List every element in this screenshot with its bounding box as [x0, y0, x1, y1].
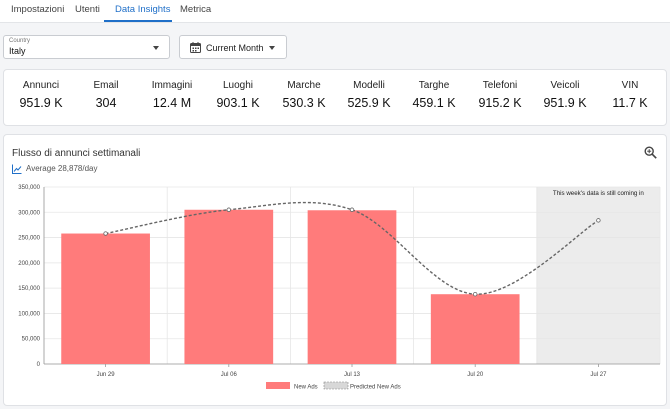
predicted-point: [473, 292, 478, 297]
stat-label: Annunci: [22, 80, 60, 91]
y-tick-label: 100,000: [18, 311, 40, 317]
tab-data-insights[interactable]: Data Insights: [115, 4, 171, 15]
y-tick-label: 300,000: [18, 210, 40, 216]
predicted-point: [226, 207, 231, 212]
stat-telefoni: Telefoni 915.2 K: [469, 80, 531, 110]
tab-impostazioni[interactable]: Impostazioni: [11, 4, 65, 15]
y-tick-label: 350,000: [18, 185, 40, 191]
tab-utenti[interactable]: Utenti: [75, 4, 100, 15]
stat-veicoli: Veicoli 951.9 K: [534, 80, 596, 110]
incomplete-week-area: [536, 187, 660, 364]
stat-label: Telefoni: [482, 80, 518, 91]
stats-summary-card: Annunci 951.9 K Email 304 Immagini 12.4 M L…: [3, 69, 667, 126]
legend-swatch-predicted: [323, 381, 349, 390]
legend-label-predicted: Predicted New Ads: [350, 385, 401, 391]
bar-new-ads: [61, 233, 150, 364]
country-select[interactable]: Country Italy: [3, 35, 170, 59]
stat-value: 12.4 M: [152, 96, 192, 110]
stat-label: VIN: [621, 80, 639, 91]
stat-luoghi: Luoghi 903.1 K: [207, 80, 269, 110]
stat-vin: VIN 11.7 K: [599, 80, 661, 110]
bar-new-ads: [184, 209, 274, 364]
y-tick-label: 0: [37, 362, 41, 368]
weekly-ads-chart-card: Flusso di annunci settimanali Average 28…: [3, 134, 667, 406]
chart-title: Flusso di annunci settimanali: [12, 148, 141, 159]
x-tick-label: Jul 06: [221, 372, 238, 378]
y-tick-label: 50,000: [22, 337, 41, 343]
stat-value: 11.7 K: [612, 96, 648, 110]
stat-label: Marche: [287, 80, 321, 91]
stat-value: 903.1 K: [216, 96, 260, 110]
x-tick-label: Jun 29: [97, 372, 116, 378]
legend-swatch-new-ads: [266, 382, 290, 389]
stat-label: Targhe: [418, 80, 450, 91]
stat-value: 951.9 K: [543, 96, 587, 110]
active-tab-indicator: [104, 20, 172, 22]
legend-label-new-ads: New Ads: [294, 385, 318, 391]
tab-metrica[interactable]: Metrica: [180, 4, 212, 15]
predicted-point: [596, 218, 601, 223]
stat-value: 304: [95, 96, 117, 110]
stat-immagini: Immagini 12.4 M: [141, 80, 203, 110]
stat-value: 459.1 K: [412, 96, 456, 110]
zoom-in-icon[interactable]: [644, 146, 657, 159]
calendar-icon: [190, 42, 201, 53]
stat-value: 530.3 K: [282, 96, 326, 110]
stat-value: 951.9 K: [19, 96, 63, 110]
stat-label: Immagini: [151, 80, 193, 91]
y-tick-label: 200,000: [18, 261, 40, 267]
chart-average-subtitle: Average 28,878/day: [26, 164, 98, 173]
chevron-down-icon: [269, 46, 275, 50]
bar-new-ads: [307, 210, 397, 364]
stat-targhe: Targhe 459.1 K: [403, 80, 465, 110]
x-tick-label: Jul 20: [467, 372, 484, 378]
stat-label: Modelli: [353, 80, 385, 91]
incomplete-week-note: This week's data is still coming in: [553, 190, 644, 197]
stat-email: Email 304: [75, 80, 137, 110]
predicted-point: [349, 207, 355, 212]
weekly-ads-bar-chart: 0 50,000 100,000 150,000 200,000 250,000 300,0…: [18, 185, 661, 391]
stat-modelli: Modelli 525.9 K: [338, 80, 400, 110]
period-select-button[interactable]: Current Month: [179, 35, 287, 59]
bar-new-ads: [430, 294, 520, 364]
stat-marche: Marche 530.3 K: [273, 80, 335, 110]
stat-label: Veicoli: [550, 80, 580, 91]
country-value: Italy: [9, 46, 26, 56]
x-tick-label: Jul 13: [344, 372, 361, 378]
y-tick-label: 250,000: [18, 236, 40, 242]
stat-value: 525.9 K: [347, 96, 391, 110]
stat-label: Luoghi: [222, 80, 254, 91]
stat-value: 915.2 K: [478, 96, 522, 110]
period-value: Current Month: [206, 43, 264, 53]
stat-annunci: Annunci 951.9 K: [10, 80, 72, 110]
y-tick-label: 150,000: [18, 286, 40, 292]
stat-label: Email: [93, 80, 119, 91]
x-tick-label: Jul 27: [590, 372, 607, 378]
country-label: Country: [9, 38, 31, 44]
chevron-down-icon: [153, 46, 159, 50]
predicted-point: [103, 231, 108, 236]
trending-up-icon: [12, 164, 22, 174]
tab-bar: Impostazioni Utenti Data Insights Metric…: [0, 0, 670, 23]
